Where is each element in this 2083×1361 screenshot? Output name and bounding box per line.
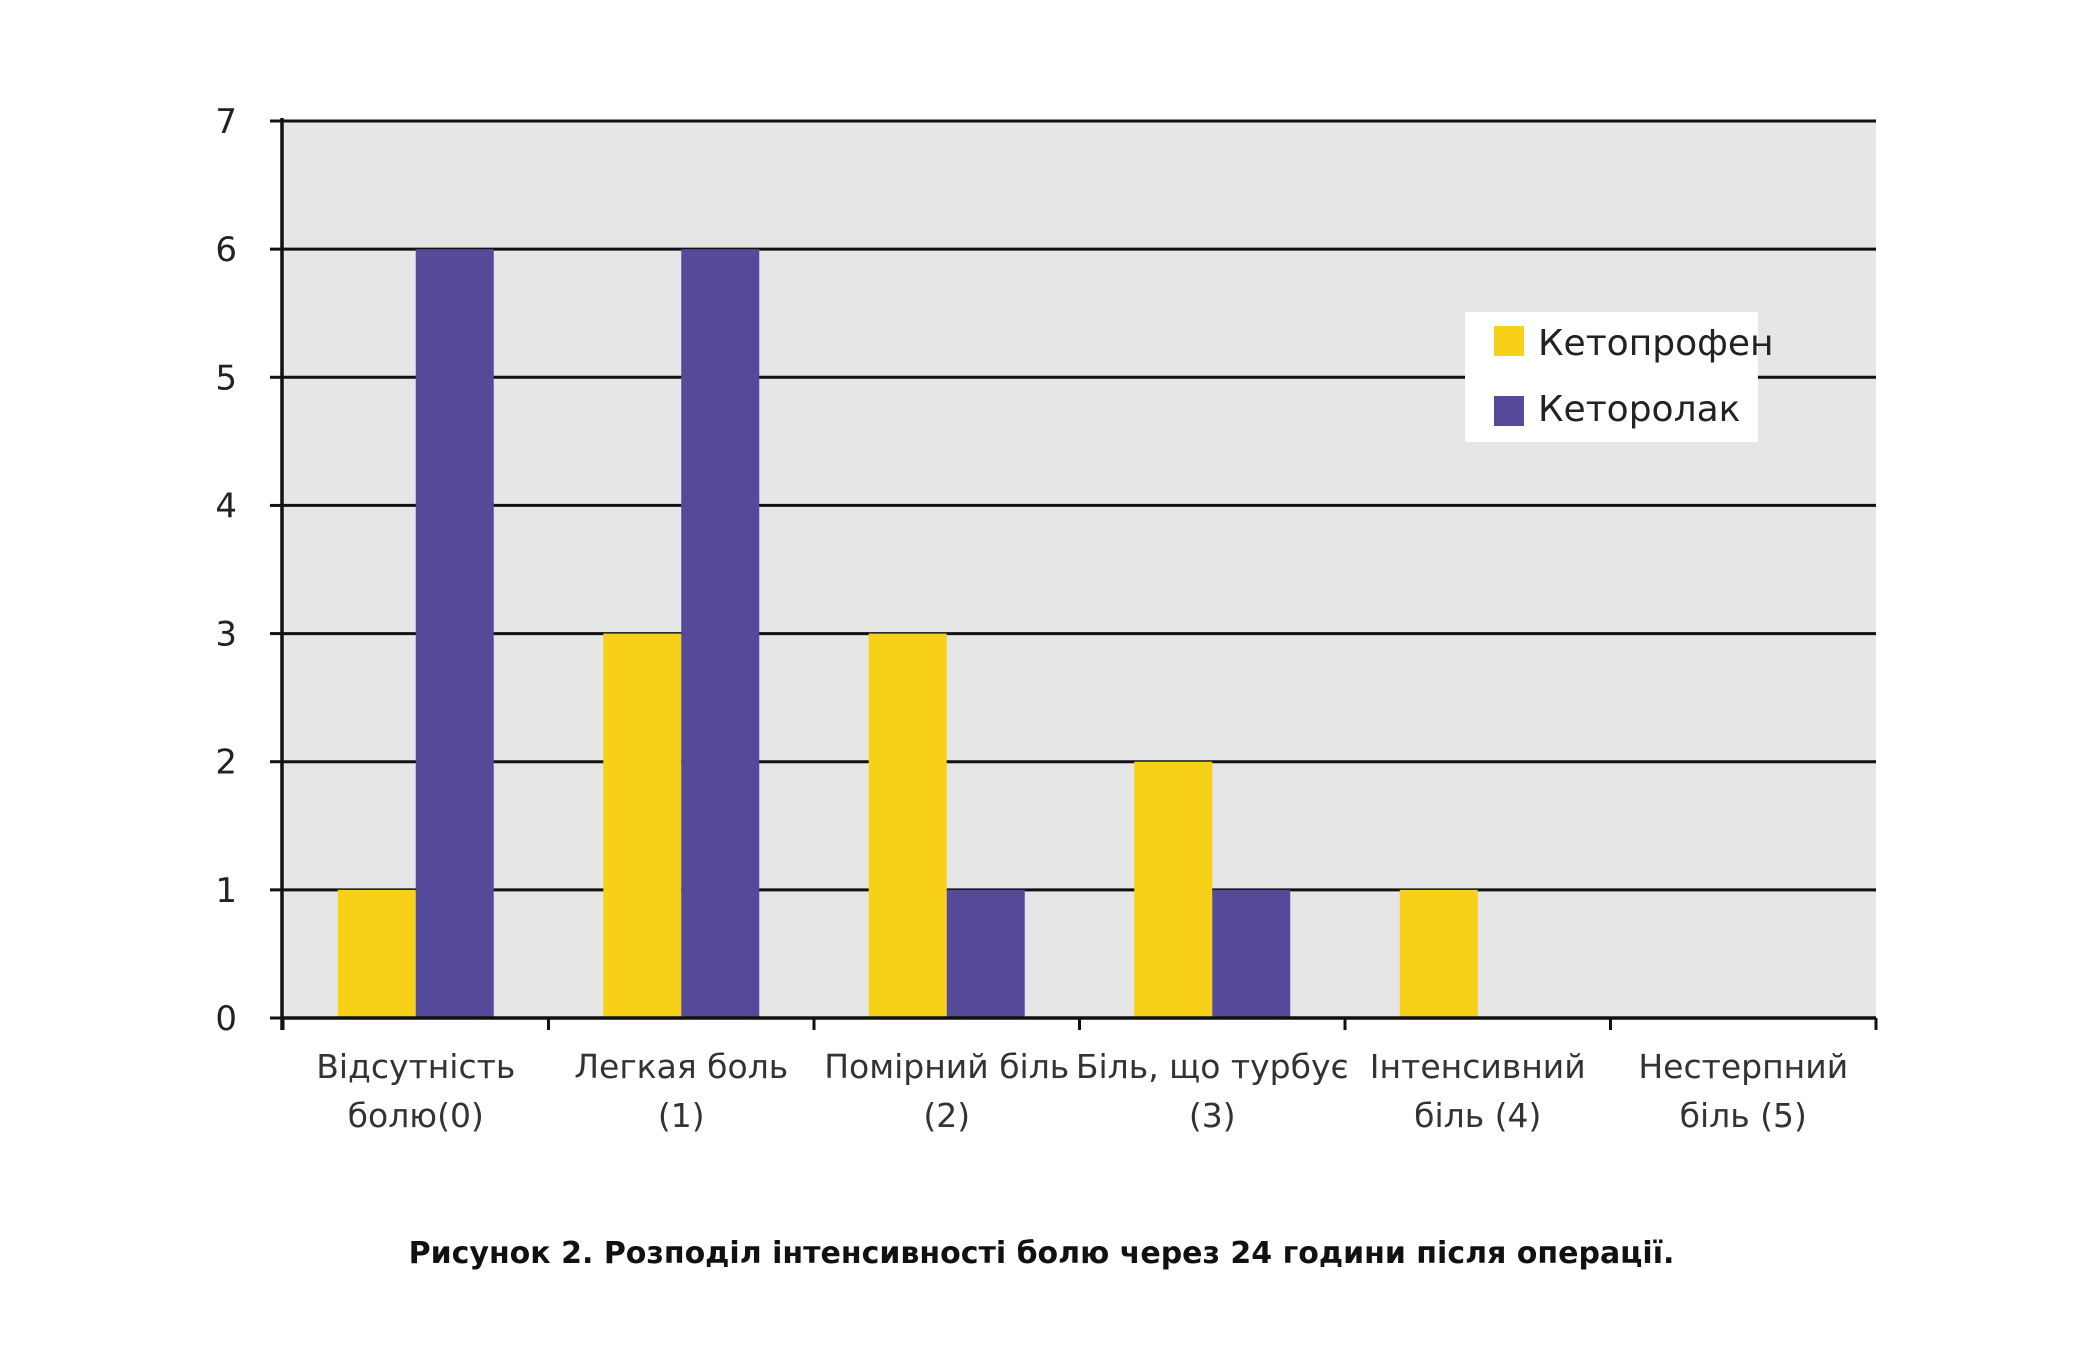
- bars: [337, 249, 1478, 1019]
- y-tick-label-1: 1: [215, 871, 237, 911]
- bar-ketoprofen-3: [1134, 761, 1213, 1018]
- x-tick-label-4-line-0: Інтенсивний: [1370, 1047, 1586, 1086]
- bar-ketorolac-0: [415, 249, 494, 1019]
- x-tick-label-1-line-1: (1): [658, 1096, 705, 1135]
- x-tick-label-1: Легкая боль (1): [574, 1047, 788, 1135]
- figure-caption: Рисунок 2. Розподіл інтенсивності болю ч…: [408, 1236, 1675, 1271]
- y-tick-label-0: 0: [215, 999, 237, 1039]
- axes: [270, 118, 1878, 1030]
- x-tick-label-2-line-0: Помірний біль: [824, 1047, 1069, 1086]
- x-tick-label-5-line-1: біль (5): [1680, 1096, 1807, 1135]
- legend-label-ketorolac: Кеторолак: [1538, 389, 1740, 430]
- legend-swatch-ketorolac: [1494, 396, 1524, 426]
- x-tick-label-2-line-1: (2): [923, 1096, 970, 1135]
- legend: Кетопрофен Кеторолак: [1465, 312, 1774, 442]
- bar-ketoprofen-1: [603, 633, 682, 1018]
- plot-area: [283, 121, 1876, 1018]
- x-tick-label-3-line-1: (3): [1189, 1096, 1236, 1135]
- x-tick-label-1-line-0: Легкая боль: [574, 1047, 788, 1086]
- bar-ketoprofen-2: [868, 633, 947, 1018]
- x-tick-label-5-line-0: Нестерпний: [1638, 1047, 1848, 1086]
- x-tick-label-0-line-0: Відсутність: [316, 1047, 515, 1086]
- y-tick-label-4: 4: [215, 486, 237, 526]
- x-tick-label-4: Інтенсивний біль (4): [1370, 1047, 1586, 1135]
- gridlines: [282, 119, 1876, 892]
- y-tick-label-3: 3: [215, 615, 237, 655]
- x-tick-labels: Відсутність болю(0) Легкая боль (1) Помірний…: [316, 1047, 1848, 1135]
- x-tick-label-5: Нестерпний біль (5): [1638, 1047, 1848, 1135]
- bar-ketoprofen-0: [337, 889, 416, 1018]
- y-tick-label-7: 7: [215, 102, 237, 142]
- y-tick-labels: 0 1 2 3 4 5 6 7: [215, 102, 237, 1039]
- x-tick-label-3-line-0: Біль, що турбує: [1076, 1047, 1349, 1086]
- y-tick-label-6: 6: [215, 230, 237, 270]
- bar-ketorolac-3: [1212, 889, 1291, 1018]
- y-tick-label-2: 2: [215, 743, 237, 783]
- legend-label-ketoprofen: Кетопрофен: [1538, 323, 1774, 364]
- x-tick-label-0: Відсутність болю(0): [316, 1047, 515, 1135]
- bar-ketorolac-2: [946, 889, 1025, 1018]
- x-tick-label-0-line-1: болю(0): [348, 1096, 484, 1135]
- y-tick-label-5: 5: [215, 358, 237, 398]
- bar-ketoprofen-4: [1399, 889, 1478, 1018]
- bar-ketorolac-1: [681, 249, 760, 1019]
- x-tick-label-3: Біль, що турбує (3): [1076, 1047, 1349, 1135]
- legend-swatch-ketoprofen: [1494, 326, 1524, 356]
- x-tick-label-2: Помірний біль (2): [824, 1047, 1069, 1135]
- x-tick-label-4-line-1: біль (4): [1414, 1096, 1541, 1135]
